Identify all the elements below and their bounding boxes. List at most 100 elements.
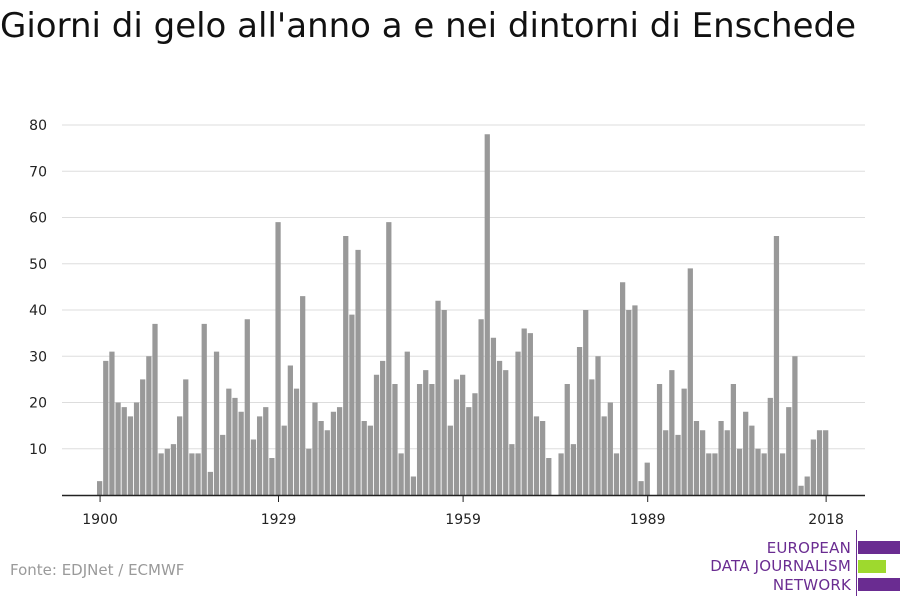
bar — [109, 351, 115, 496]
bar — [207, 471, 213, 496]
bar — [343, 236, 349, 495]
bar — [798, 485, 804, 495]
bar — [706, 453, 712, 496]
bar — [472, 393, 478, 495]
bar — [336, 407, 343, 496]
y-tick-label: 30 — [29, 349, 47, 365]
bar — [816, 430, 823, 495]
bar — [447, 425, 453, 496]
bar — [170, 444, 177, 496]
bar — [263, 407, 269, 496]
bar — [256, 416, 263, 496]
bar — [527, 333, 533, 496]
bar — [743, 411, 749, 495]
bar — [773, 236, 780, 495]
bar — [626, 310, 632, 495]
bar — [730, 384, 737, 495]
x-tick-label: 2018 — [808, 512, 844, 528]
bar — [521, 328, 527, 495]
x-tick-label: 1989 — [630, 512, 666, 528]
bar — [97, 481, 103, 496]
bar — [146, 356, 152, 495]
bar — [404, 351, 410, 496]
bar — [496, 360, 503, 496]
bar — [441, 310, 447, 495]
bar — [466, 407, 472, 496]
bar — [749, 425, 755, 496]
y-tick-label: 20 — [29, 396, 47, 412]
bar — [613, 453, 620, 496]
bar — [786, 407, 792, 496]
bar — [121, 407, 127, 496]
bar — [201, 323, 207, 496]
bar — [632, 305, 638, 496]
bar — [595, 356, 601, 495]
bar — [804, 476, 810, 495]
bar — [115, 402, 121, 495]
logo-bar-purple-top — [858, 541, 900, 554]
logo-line-european: EUROPEAN — [766, 539, 851, 557]
bar — [755, 448, 761, 495]
bar — [724, 430, 730, 495]
bar — [423, 370, 429, 496]
bar — [576, 347, 583, 495]
y-tick-label: 70 — [29, 164, 47, 180]
bar — [644, 462, 650, 496]
bars — [97, 134, 829, 496]
bar — [232, 397, 238, 496]
bar — [318, 421, 324, 495]
chart-title: Giorni di gelo all'anno a e nei dintorni… — [0, 6, 857, 46]
bar — [367, 425, 373, 496]
bar — [164, 448, 170, 495]
bar — [195, 453, 201, 496]
x-axis-ticks: 1900 1929 1959 1989 2018 — [82, 495, 844, 528]
bar — [583, 310, 589, 495]
bar — [127, 416, 134, 496]
bar — [213, 351, 220, 496]
x-tick-label: 1959 — [445, 512, 481, 528]
bar — [324, 430, 330, 495]
y-tick-label: 50 — [29, 257, 47, 273]
logo-line-data-journalism: DATA JOURNALISM — [710, 557, 851, 575]
bar — [564, 384, 570, 495]
bar — [638, 481, 644, 496]
bar — [490, 337, 497, 495]
bar — [275, 222, 281, 496]
bar — [656, 384, 663, 495]
bar — [281, 425, 287, 496]
bar — [176, 416, 183, 496]
bar — [226, 388, 232, 496]
bar — [761, 453, 767, 496]
bar — [330, 411, 337, 495]
y-axis-ticks: 10 20 30 40 50 60 70 80 — [29, 118, 47, 458]
bar — [675, 434, 681, 496]
y-tick-label: 40 — [29, 303, 47, 319]
bar — [687, 268, 693, 496]
bar — [373, 374, 380, 495]
bar — [503, 370, 509, 496]
logo-bar-purple-bottom — [858, 578, 900, 591]
y-tick-label: 60 — [29, 211, 47, 227]
bar — [355, 249, 361, 496]
bar — [589, 379, 595, 496]
bar — [392, 384, 398, 495]
bar — [533, 416, 540, 496]
bar — [779, 453, 786, 496]
y-tick-label: 80 — [29, 118, 47, 134]
bar — [244, 319, 250, 495]
bar — [380, 360, 386, 496]
bar — [478, 319, 484, 495]
bar — [712, 453, 718, 496]
x-tick-label: 1929 — [261, 512, 297, 528]
bar — [140, 379, 146, 496]
bar — [312, 402, 318, 495]
edjnet-logo: EUROPEAN DATA JOURNALISM NETWORK — [700, 530, 900, 598]
bar — [699, 430, 706, 495]
y-tick-label: 10 — [29, 442, 47, 458]
source-note: Fonte: EDJNet / ECMWF — [10, 561, 185, 579]
bar — [607, 402, 613, 495]
bar — [693, 421, 700, 495]
bar — [453, 379, 460, 496]
bar — [152, 323, 158, 496]
bar — [238, 411, 244, 495]
